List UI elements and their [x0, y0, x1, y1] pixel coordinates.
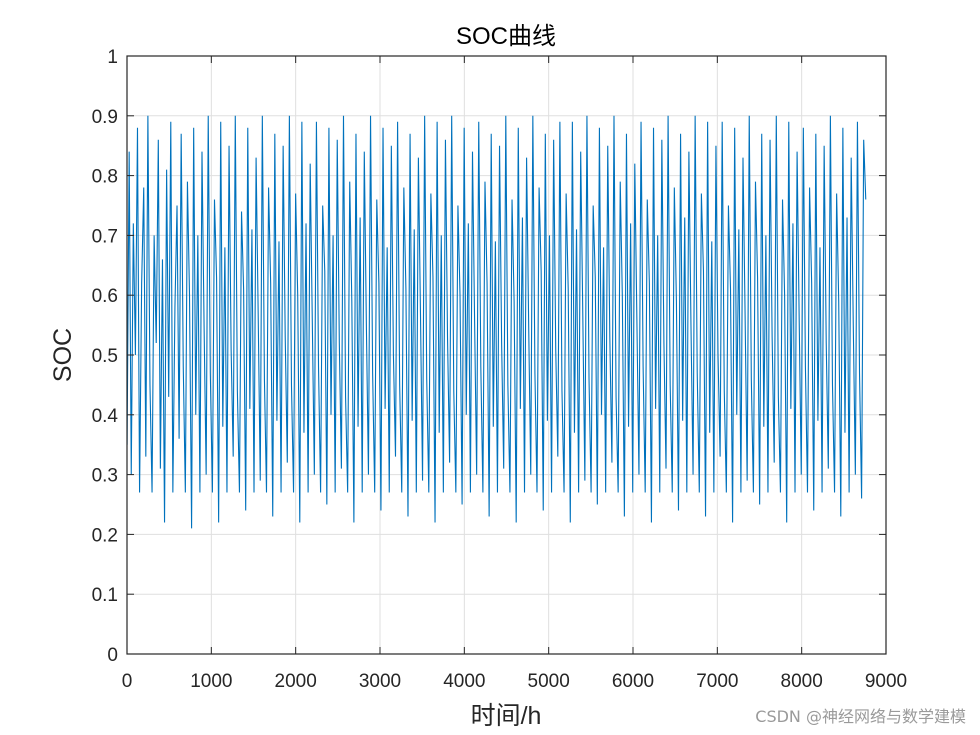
series-layer [126, 115, 867, 529]
x-tick-label: 7000 [696, 671, 738, 692]
tick-marks [126, 55, 887, 655]
y-tick-labels: 0 0.1 0.2 0.3 0.4 0.5 0.6 0.7 0.8 0.9 1 [92, 47, 119, 666]
x-axis-label: 时间/h [471, 702, 542, 730]
y-tick-label: 0.8 [92, 167, 118, 188]
soc-series-line [126, 115, 867, 529]
y-tick-label: 0 [107, 645, 118, 666]
x-tick-label: 2000 [275, 671, 317, 692]
x-tick-label: 8000 [781, 671, 823, 692]
y-tick-label: 0.5 [92, 346, 118, 367]
y-tick-label: 0.4 [92, 406, 119, 427]
watermark: CSDN @神经网络与数学建模 [755, 707, 966, 726]
x-tick-label: 9000 [865, 671, 907, 692]
y-tick-label: 0.1 [92, 585, 118, 606]
y-tick-label: 0.7 [92, 226, 118, 247]
chart-title: SOC曲线 [456, 23, 556, 50]
x-tick-label: 4000 [443, 671, 485, 692]
y-tick-label: 0.9 [92, 107, 118, 128]
x-tick-label: 5000 [528, 671, 570, 692]
y-axis-label: SOC [49, 328, 77, 382]
y-tick-label: 0.2 [92, 525, 118, 546]
y-tick-label: 1 [107, 47, 118, 68]
x-tick-label: 6000 [612, 671, 654, 692]
y-tick-label: 0.6 [92, 286, 118, 307]
x-tick-label: 0 [122, 671, 133, 692]
x-tick-labels: 0 1000 2000 3000 4000 5000 6000 7000 8000 9000 [122, 671, 907, 692]
y-tick-label: 0.3 [92, 466, 118, 487]
x-tick-label: 1000 [190, 671, 232, 692]
x-tick-label: 3000 [359, 671, 401, 692]
